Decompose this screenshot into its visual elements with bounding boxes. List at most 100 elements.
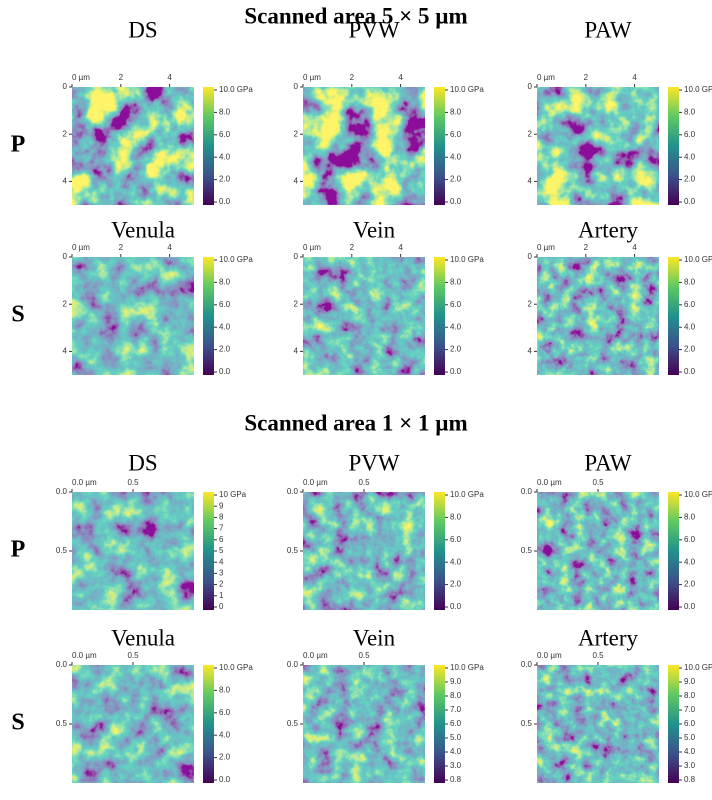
colorbar-label: 10.0 GPa: [450, 255, 484, 264]
colorbar-label: 8.0: [219, 278, 231, 287]
x-tick-label: 2: [350, 243, 355, 252]
y-tick-label: 0.0: [56, 487, 68, 496]
colorbar-label: 8.0: [219, 686, 231, 695]
colorbar-label: 10.0 GPa: [219, 255, 253, 264]
y-tick-label: 4: [63, 177, 68, 186]
colorbar-label: 10.0 GPa: [684, 255, 712, 264]
x-tick-label: 4: [167, 73, 172, 82]
colorbar-label: 6.0: [684, 130, 696, 139]
panel-title: Venula: [111, 625, 175, 650]
row-label: S: [11, 302, 24, 328]
colorbar-label: 5.0: [450, 733, 462, 742]
x-tick-label: 0.0 µm: [303, 478, 328, 487]
colorbar-label: 4.0: [684, 152, 696, 161]
y-tick-label: 0.5: [287, 546, 299, 555]
y-tick-label: 0: [294, 252, 299, 261]
x-tick-label: 4: [632, 73, 637, 82]
colorbar-label: 2.0: [450, 580, 462, 589]
y-tick-label: 4: [63, 347, 68, 356]
panel-title: Vein: [353, 217, 396, 242]
colorbar-label: 4: [219, 557, 224, 566]
x-tick-label: 0.0 µm: [537, 651, 562, 660]
colorbar-label: 9: [219, 501, 224, 510]
colorbar-label: 4.0: [450, 152, 462, 161]
colorbar-label: 4.0: [684, 322, 696, 331]
colorbar-label: 2.0: [684, 175, 696, 184]
colorbar-label: 6.0: [450, 130, 462, 139]
colorbar-label: 7: [219, 524, 224, 533]
y-tick-label: 0: [63, 82, 68, 91]
colorbar-label: 0.0: [450, 367, 462, 376]
y-tick-label: 0.5: [56, 719, 68, 728]
panel-title: PVW: [348, 450, 399, 475]
x-tick-label: 2: [119, 243, 124, 252]
y-tick-label: 0.0: [521, 487, 533, 496]
x-tick-label: 0.5: [127, 651, 139, 660]
colorbar-label: 8.0: [450, 278, 462, 287]
colorbar-label: 4.0: [219, 152, 231, 161]
x-tick-label: 4: [398, 73, 403, 82]
panel-title: DS: [128, 17, 157, 42]
colorbar-label: 10.0 GPa: [219, 663, 253, 672]
colorbar-label: 3.0: [684, 761, 696, 770]
colorbar-label: 6.0: [450, 300, 462, 309]
y-tick-label: 2: [294, 299, 299, 308]
colorbar-label: 8.0: [450, 108, 462, 117]
colorbar-label: 10.0 GPa: [450, 663, 484, 672]
afm-map: [72, 87, 194, 205]
colorbar-label: 4.0: [450, 557, 462, 566]
afm-map: [537, 492, 659, 610]
colorbar-label: 7.0: [684, 705, 696, 714]
colorbar-label: 0.0: [450, 197, 462, 206]
colorbar-label: 7.0: [450, 705, 462, 714]
x-tick-label: 0.0 µm: [72, 478, 97, 487]
y-tick-label: 0.0: [287, 487, 299, 496]
x-tick-label: 2: [584, 73, 589, 82]
colorbar-label: 8.0: [684, 513, 696, 522]
colorbar-label: 9.0: [684, 677, 696, 686]
colorbar-label: 10.0 GPa: [684, 663, 712, 672]
colorbar-label: 10.0 GPa: [450, 85, 484, 94]
colorbar-label: 3.0: [450, 761, 462, 770]
colorbar-label: 0.0: [684, 602, 696, 611]
colorbar-label: 0.0: [684, 367, 696, 376]
colorbar: [668, 492, 679, 610]
panel-title: Venula: [111, 217, 175, 242]
y-tick-label: 0.5: [521, 546, 533, 555]
colorbar-label: 2.0: [219, 175, 231, 184]
afm-map: [537, 87, 659, 205]
colorbar: [203, 87, 214, 205]
colorbar-label: 8.0: [684, 691, 696, 700]
colorbar-label: 1: [219, 591, 224, 600]
x-tick-label: 4: [167, 243, 172, 252]
y-tick-label: 0.0: [56, 660, 68, 669]
colorbar: [203, 257, 214, 375]
section-title: Scanned area 1 × 1 µm: [244, 410, 467, 435]
x-tick-label: 0 µm: [537, 243, 555, 252]
y-tick-label: 2: [63, 299, 68, 308]
x-tick-label: 2: [350, 73, 355, 82]
afm-map: [303, 492, 425, 610]
colorbar-label: 10.0 GPa: [450, 490, 484, 499]
afm-map: [72, 257, 194, 375]
x-tick-label: 0.5: [358, 651, 370, 660]
y-tick-label: 0.0: [521, 660, 533, 669]
colorbar-label: 2.0: [684, 580, 696, 589]
colorbar-label: 4.0: [684, 747, 696, 756]
x-tick-label: 0.5: [127, 478, 139, 487]
row-label: P: [11, 537, 26, 563]
colorbar-label: 6: [219, 535, 224, 544]
y-tick-label: 0.0: [287, 660, 299, 669]
y-tick-label: 2: [294, 129, 299, 138]
colorbar: [434, 257, 445, 375]
colorbar-label: 6.0: [684, 719, 696, 728]
x-tick-label: 0 µm: [72, 73, 90, 82]
y-tick-label: 0: [528, 82, 533, 91]
x-tick-label: 0 µm: [537, 73, 555, 82]
afm-map: [537, 257, 659, 375]
row-label: S: [11, 710, 24, 736]
colorbar: [668, 665, 679, 783]
colorbar-label: 0.8: [450, 775, 462, 784]
colorbar-label: 10 GPa: [219, 490, 247, 499]
